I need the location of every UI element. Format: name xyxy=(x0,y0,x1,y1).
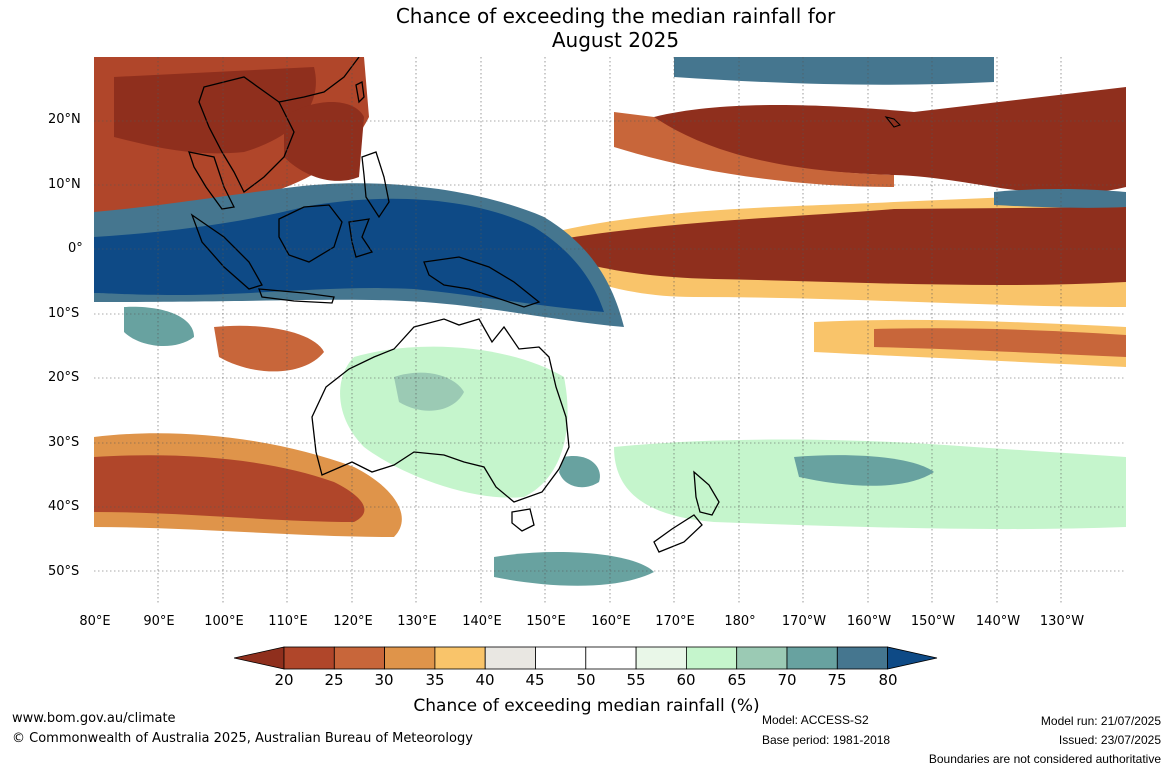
colorbar-swatch-35-40 xyxy=(434,646,486,670)
lon-label-160w: 160°W xyxy=(846,614,892,629)
colorbar-swatch-55-60 xyxy=(635,646,687,670)
lon-label-170e: 170°E xyxy=(655,614,695,629)
colorbar-tick-55: 55 xyxy=(626,671,646,689)
colorbar-tick-35: 35 xyxy=(425,671,445,689)
colorbar-swatch-70-75 xyxy=(786,646,838,670)
region-north-pacific-margin xyxy=(614,112,894,187)
lon-label-110e: 110°E xyxy=(268,614,308,629)
tasmania-coastline xyxy=(511,508,535,532)
colorbar xyxy=(234,646,938,670)
malay-peninsula-coastline xyxy=(188,151,235,210)
disclaimer-text: Boundaries are not considered authoritat… xyxy=(928,752,1161,766)
lon-label-140e: 140°E xyxy=(462,614,502,629)
borneo-coastline xyxy=(278,204,343,263)
lat-label-20n: 20°N xyxy=(48,112,81,127)
title-line-1: Chance of exceeding the median rainfall … xyxy=(395,4,836,28)
colorbar-tick-20: 20 xyxy=(274,671,294,689)
region-philippine-sea-dry xyxy=(284,102,364,181)
new-zealand-north-coastline xyxy=(693,470,720,516)
region-north-pacific-dry xyxy=(654,87,1126,194)
lat-label-30s: 30°S xyxy=(48,435,80,450)
lon-label-130w: 130°W xyxy=(1039,614,1085,629)
colorbar-tick-45: 45 xyxy=(525,671,545,689)
lon-label-160e: 160°E xyxy=(591,614,631,629)
taiwan-coastline xyxy=(355,81,365,104)
philippines-coastline xyxy=(361,151,390,219)
model-run-text: Model run: 21/07/2025 xyxy=(1040,714,1161,728)
china-coastline xyxy=(278,57,360,103)
colorbar-swatch-45-50 xyxy=(535,646,587,670)
lat-label-40s: 40°S xyxy=(48,499,80,514)
base-period-text: Base period: 1981-2018 xyxy=(762,733,891,747)
lon-label-100e: 100°E xyxy=(204,614,244,629)
colorbar-tick-60: 60 xyxy=(676,671,696,689)
colorbar-tick-80: 80 xyxy=(878,671,898,689)
australia-coastline xyxy=(311,318,570,503)
colorbar-swatch-25-30 xyxy=(333,646,386,670)
region-west-indian-dry-patch xyxy=(214,325,324,372)
colorbar-swatch-20-25 xyxy=(283,646,335,670)
lat-label-10n: 10°N xyxy=(48,177,81,192)
colorbar-tick-65: 65 xyxy=(727,671,747,689)
rainfall-map xyxy=(94,57,1126,605)
lon-label-150w: 150°W xyxy=(910,614,956,629)
colorbar-swatch-below-20 xyxy=(234,646,285,670)
graticule xyxy=(94,57,1126,605)
website-link[interactable]: www.bom.gov.au/climate xyxy=(12,711,176,726)
issued-text: Issued: 23/07/2025 xyxy=(1058,733,1161,747)
region-east-pacific-south-dry xyxy=(874,328,1126,357)
colorbar-swatch-65-70 xyxy=(736,646,788,670)
lon-label-80e: 80°E xyxy=(79,614,111,629)
sumatra-coastline xyxy=(190,213,263,290)
colorbar-swatch-30-35 xyxy=(384,646,436,670)
lon-label-180: 180° xyxy=(724,614,756,629)
colorbar-tick-30: 30 xyxy=(374,671,394,689)
region-central-north-pacific-wet xyxy=(674,57,994,85)
colorbar-title: Chance of exceeding median rainfall (%) xyxy=(413,696,760,716)
lon-label-140w: 140°W xyxy=(975,614,1021,629)
lon-label-90e: 90°E xyxy=(143,614,175,629)
copyright-text: © Commonwealth of Australia 2025, Austra… xyxy=(12,731,473,746)
colorbar-tick-40: 40 xyxy=(475,671,495,689)
map-title: Chance of exceeding the median rainfall … xyxy=(0,4,1173,52)
new-zealand-south-coastline xyxy=(653,514,703,553)
new-guinea-coastline xyxy=(423,256,541,308)
indochina-coastline xyxy=(198,76,295,193)
lon-label-170w: 170°W xyxy=(781,614,827,629)
hawaii-coastline xyxy=(884,116,902,128)
colorbar-swatch-60-65 xyxy=(685,646,738,670)
region-southern-ocean-patch xyxy=(494,552,654,586)
lon-label-120e: 120°E xyxy=(333,614,373,629)
colorbar-swatch-75-80 xyxy=(836,646,888,670)
region-south-pacific-patch xyxy=(794,455,934,486)
colorbar-swatch-above-80 xyxy=(887,646,938,670)
region-maritime-continent-wet xyxy=(94,198,604,312)
colorbar-tick-70: 70 xyxy=(777,671,797,689)
model-text: Model: ACCESS-S2 xyxy=(762,713,869,727)
lat-label-10s: 10°S xyxy=(48,306,80,321)
colorbar-tick-25: 25 xyxy=(324,671,344,689)
colorbar-swatch-50-55 xyxy=(585,646,637,670)
colorbar-swatch-40-45 xyxy=(484,646,536,670)
lon-label-150e: 150°E xyxy=(526,614,566,629)
region-coral-sea-patch xyxy=(559,456,600,488)
region-australia-patch-1 xyxy=(394,372,464,411)
map-svg xyxy=(94,57,1126,605)
colorbar-tick-75: 75 xyxy=(827,671,847,689)
region-indochina-core xyxy=(114,67,316,154)
title-line-2: August 2025 xyxy=(551,28,680,52)
java-coastline xyxy=(258,288,335,304)
colorbar-tick-50: 50 xyxy=(576,671,596,689)
lat-label-equator: 0° xyxy=(68,241,83,256)
region-equatorial-dry xyxy=(544,207,1126,286)
lat-label-20s: 20°S xyxy=(48,370,80,385)
region-east-pacific-eq-wet xyxy=(994,188,1126,208)
lat-label-50s: 50°S xyxy=(48,564,80,579)
region-indian-wet-patch xyxy=(124,306,194,347)
lon-label-130e: 130°E xyxy=(397,614,437,629)
region-southern-indian-dry xyxy=(94,455,365,522)
